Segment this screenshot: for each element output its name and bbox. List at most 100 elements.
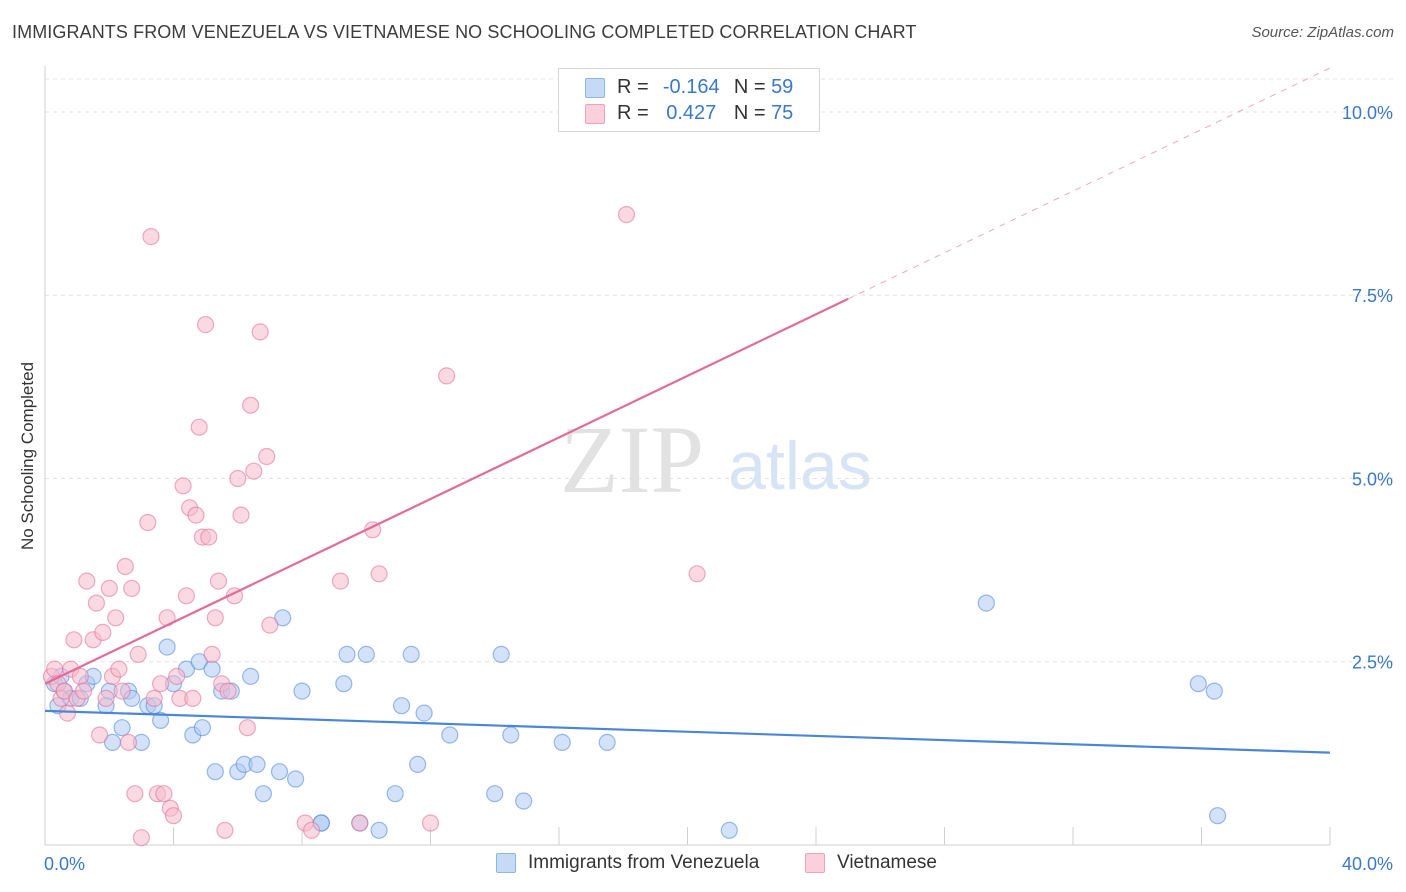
r-label: R =	[617, 102, 649, 124]
point-vietnamese	[219, 682, 237, 700]
point-venezuela	[492, 645, 510, 664]
gridlines	[45, 78, 1394, 663]
watermark: ZIP atlas	[560, 406, 872, 513]
point-vietnamese	[65, 631, 83, 649]
point-vietnamese	[251, 323, 269, 341]
correlation-legend: R = -0.164 N = 59 R = 0.427 N = 75	[558, 68, 820, 132]
legend-swatch-vietnamese	[585, 104, 605, 124]
y-tick-label: 2.5%	[1352, 653, 1393, 673]
trend-line-vietnamese-extension	[847, 67, 1331, 300]
r-value: 0.427	[666, 102, 717, 124]
point-vietnamese	[370, 565, 388, 583]
point-venezuela	[502, 726, 520, 744]
point-vietnamese	[232, 506, 250, 524]
legend-label-vietnamese: Vietnamese	[837, 852, 937, 873]
trend-line-vietnamese	[44, 297, 849, 685]
point-vietnamese	[119, 733, 138, 752]
point-vietnamese	[184, 689, 202, 708]
data-points	[42, 206, 1227, 847]
point-venezuela	[1208, 807, 1227, 825]
point-venezuela	[720, 821, 738, 839]
point-vietnamese	[238, 719, 256, 737]
y-tick-label: 5.0%	[1352, 469, 1393, 489]
point-venezuela	[335, 675, 353, 693]
point-vietnamese	[142, 228, 160, 246]
n-label: N =	[733, 76, 766, 98]
point-venezuela	[977, 594, 995, 612]
point-vietnamese	[139, 513, 157, 532]
point-vietnamese	[203, 645, 221, 664]
n-value: 59	[771, 76, 794, 98]
point-venezuela	[402, 645, 420, 664]
point-vietnamese	[94, 623, 112, 642]
point-venezuela	[270, 763, 289, 781]
point-venezuela	[190, 653, 208, 671]
legend-swatch-venezuela	[585, 78, 605, 98]
point-venezuela	[393, 697, 411, 715]
point-vietnamese	[177, 587, 195, 605]
point-vietnamese	[71, 667, 89, 686]
point-vietnamese	[145, 689, 163, 708]
point-vietnamese	[74, 682, 93, 700]
point-vietnamese	[421, 814, 440, 832]
point-vietnamese	[45, 660, 64, 678]
point-vietnamese	[174, 477, 192, 495]
point-venezuela	[515, 792, 533, 810]
point-vietnamese	[132, 829, 150, 847]
point-vietnamese	[209, 572, 228, 590]
point-vietnamese	[107, 609, 125, 627]
n-label: N =	[733, 102, 766, 124]
point-vietnamese	[58, 704, 77, 722]
point-vietnamese	[688, 565, 706, 583]
point-venezuela	[242, 667, 260, 686]
chart-title: IMMIGRANTS FROM VENEZUELA VS VIETNAMESE …	[12, 22, 917, 42]
point-venezuela	[152, 711, 170, 730]
point-venezuela	[158, 638, 176, 656]
point-vietnamese	[200, 528, 218, 546]
point-venezuela	[206, 763, 224, 781]
point-vietnamese	[164, 807, 183, 825]
point-venezuela	[293, 682, 311, 700]
point-vietnamese	[100, 579, 118, 598]
point-vietnamese	[126, 785, 144, 803]
point-vietnamese	[351, 814, 369, 832]
point-venezuela	[553, 733, 571, 752]
point-venezuela	[409, 755, 427, 774]
point-venezuela	[415, 704, 433, 722]
point-vietnamese	[242, 396, 260, 414]
point-venezuela	[370, 821, 388, 839]
x-tick-label: 0.0%	[44, 854, 85, 874]
point-vietnamese	[216, 821, 234, 839]
trend-lines	[44, 67, 1331, 754]
point-vietnamese	[168, 667, 186, 686]
point-vietnamese	[245, 462, 263, 480]
y-tick-label: 10.0%	[1342, 103, 1393, 123]
point-vietnamese	[87, 594, 106, 612]
point-venezuela	[248, 755, 266, 774]
point-vietnamese	[152, 675, 170, 693]
point-venezuela	[203, 660, 221, 678]
point-vietnamese	[258, 447, 276, 466]
point-venezuela	[441, 726, 459, 744]
legend-swatch-venezuela	[496, 853, 516, 873]
point-venezuela	[338, 645, 356, 664]
point-vietnamese	[331, 572, 350, 590]
legend-swatch-vietnamese	[805, 853, 825, 873]
point-vietnamese	[129, 645, 147, 664]
point-vietnamese	[90, 726, 109, 744]
point-vietnamese	[55, 682, 73, 700]
x-tick-label: 40.0%	[1342, 854, 1393, 874]
r-label: R =	[617, 76, 649, 98]
point-vietnamese	[78, 572, 96, 590]
point-vietnamese	[123, 579, 141, 598]
point-vietnamese	[229, 469, 247, 488]
point-venezuela	[1205, 682, 1223, 700]
watermark-atlas: atlas	[728, 428, 872, 504]
point-venezuela	[274, 609, 292, 627]
point-vietnamese	[206, 609, 224, 627]
legend-label-venezuela: Immigrants from Venezuela	[528, 852, 760, 873]
point-venezuela	[386, 785, 404, 803]
point-vietnamese	[261, 616, 279, 634]
source-label: Source: ZipAtlas.com	[1251, 24, 1394, 41]
